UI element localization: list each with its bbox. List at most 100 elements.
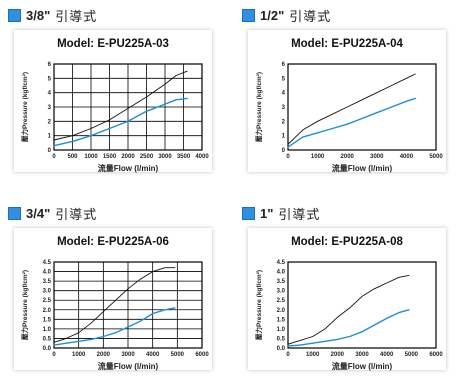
x-axis-label: 流量Flow (l/min): [332, 163, 393, 173]
x-tick-label: 1000: [311, 154, 325, 160]
y-tick-label: 4.5: [43, 260, 52, 266]
model-title: Model: E-PU225A-06: [57, 236, 169, 248]
x-tick-label: 0: [52, 154, 56, 160]
flow-pressure-chart: Model: E-PU225A-04 0 1 2 3 4 5 6 0 1000 2000 3000 40…: [254, 38, 443, 173]
x-tick-label: 6000: [195, 352, 209, 358]
panel-title: 3/4" 引導式: [8, 204, 97, 222]
chart-box: Model: E-PU225A-04 0 1 2 3 4 5 6 0 1000 2000 3000 40…: [248, 30, 446, 173]
y-tick-label: 6: [48, 62, 52, 68]
y-tick-label: 2.0: [43, 308, 52, 314]
y-tick-label: 0: [282, 148, 286, 154]
x-tick-label: 0: [52, 352, 56, 358]
y-tick-label: 2: [48, 119, 52, 125]
x-tick-label: 0: [286, 154, 290, 160]
blue-square-icon: [8, 206, 21, 220]
x-tick-label: 2000: [341, 154, 355, 160]
x-tick-label: 3000: [370, 154, 384, 160]
y-tick-label: 2.0: [277, 308, 286, 314]
lower-pressure-curve: [287, 309, 410, 347]
x-tick-label: 500: [67, 154, 78, 160]
x-axis-label: 流量Flow (l/min): [98, 361, 159, 371]
chart-panel-4: 1" 引導式 Model: E-PU225A-08 0.0 0.5 1.0 1.5 2.0…: [240, 204, 450, 374]
x-tick-label: 3000: [158, 154, 172, 160]
y-tick-label: 3.5: [277, 279, 286, 285]
x-tick-label: 4000: [400, 154, 414, 160]
chart-box: Model: E-PU225A-06 0.0 0.5 1.0 1.5 2.0 2.5 3.0 3…: [14, 228, 212, 371]
y-tick-label: 3: [282, 105, 286, 111]
y-tick-label: 4.5: [277, 260, 286, 266]
upper-pressure-curve: [287, 274, 410, 345]
upper-pressure-curve: [53, 267, 176, 343]
flow-pressure-chart: Model: E-PU225A-06 0.0 0.5 1.0 1.5 2.0 2.5 3.0 3…: [20, 236, 209, 371]
x-tick-label: 0: [286, 352, 290, 358]
model-title: Model: E-PU225A-04: [291, 38, 403, 50]
plot-frame: [287, 63, 437, 151]
blue-square-icon: [8, 8, 21, 22]
x-tick-label: 2000: [97, 352, 111, 358]
y-tick-label: 1: [282, 134, 286, 140]
y-axis-label: 壓力Pressure (kgf/cm²): [20, 270, 29, 340]
upper-pressure-curve: [53, 70, 188, 141]
flow-pressure-chart: Model: E-PU225A-08 0.0 0.5 1.0 1.5 2.0 2.5 3.0 3…: [254, 236, 443, 371]
y-tick-label: 0: [48, 148, 52, 154]
x-tick-label: 2000: [121, 154, 135, 160]
y-tick-label: 3.5: [43, 279, 52, 285]
x-tick-label: 5000: [171, 352, 185, 358]
size-label: 1/2": [260, 7, 285, 23]
x-tick-label: 4000: [146, 352, 160, 358]
y-tick-label: 2.5: [277, 298, 286, 304]
size-suffix: 引導式: [278, 206, 321, 222]
x-tick-label: 1000: [84, 154, 98, 160]
x-tick-label: 1000: [72, 352, 86, 358]
y-tick-label: 5: [48, 76, 52, 82]
y-tick-label: 0.5: [43, 336, 52, 342]
y-tick-label: 5: [282, 76, 286, 82]
x-tick-label: 1500: [103, 154, 117, 160]
y-tick-label: 1: [48, 134, 52, 140]
y-tick-label: 3: [48, 105, 52, 111]
y-tick-label: 4: [282, 91, 286, 97]
x-tick-label: 5000: [405, 352, 419, 358]
chart-panel-3: 3/4" 引導式 Model: E-PU225A-06 0.0 0.5 1.0 1.5 2…: [6, 204, 216, 374]
y-tick-label: 4: [48, 91, 52, 97]
y-tick-label: 2.5: [43, 298, 52, 304]
y-tick-label: 1.0: [43, 327, 52, 333]
size-suffix: 引導式: [289, 8, 332, 24]
y-axis-label: 壓力Pressure (kgf/cm²): [254, 270, 263, 340]
x-tick-label: 2000: [331, 352, 345, 358]
y-tick-label: 0.0: [277, 346, 286, 352]
model-title: Model: E-PU225A-08: [291, 236, 403, 248]
lower-pressure-curve: [53, 97, 188, 147]
x-axis-label: 流量Flow (l/min): [98, 163, 159, 173]
flow-pressure-chart: Model: E-PU225A-03 0 1 2 3 4 5 6 0 500 1000 1500 200…: [20, 38, 209, 173]
y-tick-label: 4.0: [43, 270, 52, 276]
size-suffix: 引導式: [55, 206, 98, 222]
panel-title: 1/2" 引導式: [242, 6, 331, 24]
y-tick-label: 3.0: [43, 289, 52, 295]
x-tick-label: 5000: [429, 154, 443, 160]
x-tick-label: 3000: [121, 352, 135, 358]
model-title: Model: E-PU225A-03: [57, 38, 169, 50]
x-axis-label: 流量Flow (l/min): [332, 361, 393, 371]
y-tick-label: 3.0: [277, 289, 286, 295]
lower-pressure-curve: [53, 307, 176, 346]
upper-pressure-curve: [287, 73, 416, 145]
size-label: 3/4": [26, 205, 51, 221]
y-axis-label: 壓力Pressure (kgf/cm²): [254, 72, 263, 142]
y-tick-label: 0.5: [277, 336, 286, 342]
chart-box: Model: E-PU225A-03 0 1 2 3 4 5 6 0 500 1000 1500 200…: [14, 30, 212, 173]
y-axis-label: 壓力Pressure (kgf/cm²): [20, 72, 29, 142]
x-tick-label: 2500: [140, 154, 154, 160]
x-tick-label: 6000: [429, 352, 443, 358]
chart-box: Model: E-PU225A-08 0.0 0.5 1.0 1.5 2.0 2.5 3.0 3…: [248, 228, 446, 371]
y-tick-label: 0.0: [43, 346, 52, 352]
x-tick-label: 4000: [195, 154, 209, 160]
lower-pressure-curve: [287, 97, 417, 148]
y-tick-label: 1.0: [277, 327, 286, 333]
chart-panel-2: 1/2" 引導式 Model: E-PU225A-04 0 1 2 3 4 5 6 0 1000 2…: [240, 6, 450, 176]
y-tick-label: 1.5: [43, 317, 52, 323]
y-tick-label: 2: [282, 119, 286, 125]
blue-square-icon: [242, 206, 255, 220]
blue-square-icon: [242, 8, 255, 22]
panel-title: 3/8" 引導式: [8, 6, 97, 24]
